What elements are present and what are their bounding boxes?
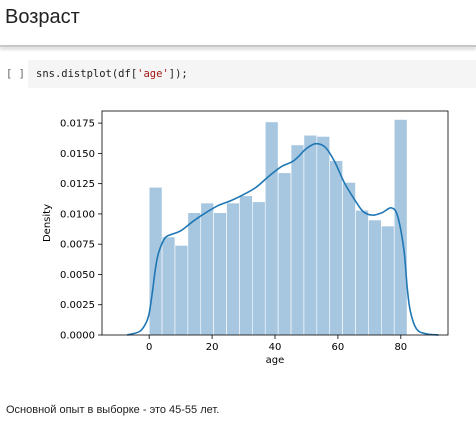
x-tick-label: 60	[332, 342, 345, 353]
histogram-bar	[368, 219, 382, 336]
histogram-bar	[264, 121, 279, 336]
histogram-bar	[161, 236, 176, 336]
code-text-suffix: ]);	[168, 68, 188, 80]
histogram-bar	[200, 202, 214, 336]
x-axis-label: age	[266, 355, 285, 366]
histogram-bar	[187, 212, 202, 336]
code-cell[interactable]: [ ] sns.distplot(df['age']);	[0, 60, 476, 88]
code-string-literal: 'age'	[137, 68, 169, 80]
y-tick-label: 0.0175	[60, 119, 95, 130]
y-tick-label: 0.0100	[60, 209, 95, 220]
x-tick-label: 0	[146, 342, 152, 353]
y-tick-label: 0.0075	[60, 240, 95, 251]
y-tick-label: 0.0000	[60, 331, 95, 342]
y-tick-label: 0.0150	[60, 149, 95, 160]
header-divider	[0, 45, 476, 47]
y-tick-label: 0.0050	[60, 270, 95, 281]
x-tick-label: 80	[394, 342, 407, 353]
y-axis-ticks: 0.0000 0.0025 0.0050 0.0075 0.0100 0.0125 0.01…	[60, 119, 102, 342]
histogram-bar	[213, 212, 227, 336]
code-editor[interactable]: sns.distplot(df['age']);	[28, 60, 476, 88]
histogram-bars	[148, 119, 408, 336]
histogram-bar	[355, 209, 369, 336]
run-indicator[interactable]: [ ]	[6, 68, 25, 80]
histogram-bar	[174, 245, 189, 336]
y-tick-label: 0.0125	[60, 179, 95, 190]
code-text-prefix: sns.distplot(df[	[36, 68, 138, 80]
x-axis-ticks: 0 20 40 60 80	[146, 335, 407, 353]
kde-curve	[126, 142, 439, 336]
y-axis-label: Density	[42, 204, 53, 242]
histogram-bar	[381, 225, 395, 336]
histogram-bar	[239, 195, 253, 336]
histogram-bar	[252, 201, 266, 336]
histogram-bar	[290, 144, 305, 336]
histogram-bar	[342, 182, 356, 336]
histogram-bar	[316, 136, 331, 336]
y-tick-label: 0.0025	[60, 300, 95, 311]
output-caption: Основной опыт в выборке - это 45-55 лет.	[6, 404, 220, 416]
histogram-bar	[226, 202, 240, 336]
histogram-bar	[303, 134, 318, 336]
x-tick-label: 40	[269, 342, 282, 353]
section-heading: Возраст	[5, 6, 80, 28]
histogram-bar	[277, 172, 292, 336]
distplot-chart: 0 20 40 60 80 0.0000 0.0025 0.0050 0.0075 0.0100…	[42, 110, 449, 366]
histogram-bar	[148, 186, 163, 336]
histogram-bar	[329, 160, 343, 336]
x-tick-label: 20	[206, 342, 219, 353]
